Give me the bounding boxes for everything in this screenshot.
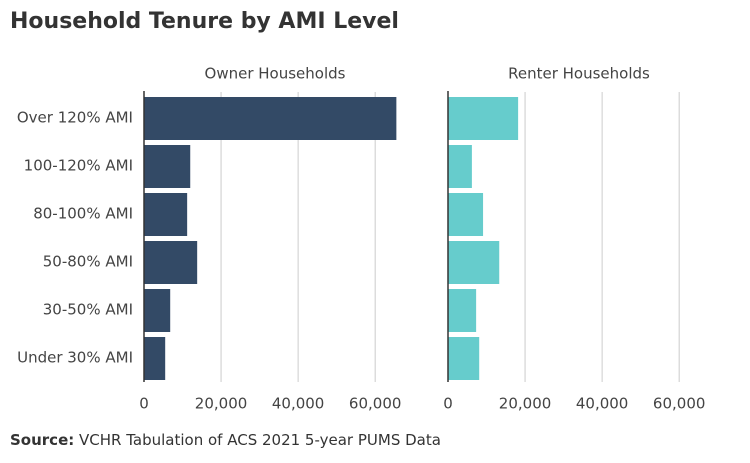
x-tick-label: 20,000 <box>195 395 248 413</box>
bar <box>448 241 500 284</box>
source: Source: VCHR Tabulation of ACS 2021 5-ye… <box>10 431 441 449</box>
bar <box>448 97 519 140</box>
bar <box>448 289 477 332</box>
bar <box>144 289 171 332</box>
panel-title: Renter Households <box>508 65 650 83</box>
source-text: VCHR Tabulation of ACS 2021 5-year PUMS … <box>79 431 441 449</box>
y-tick-label: Under 30% AMI <box>17 349 133 367</box>
chart-title: Household Tenure by AMI Level <box>10 9 399 34</box>
bar <box>448 145 472 188</box>
bar <box>448 193 484 236</box>
x-tick-label: 60,000 <box>349 395 402 413</box>
x-tick-label: 40,000 <box>576 395 629 413</box>
bar <box>144 241 198 284</box>
bar <box>144 193 188 236</box>
source-label: Source: <box>10 431 74 449</box>
panel-title: Owner Households <box>205 65 346 83</box>
x-tick-label: 40,000 <box>272 395 325 413</box>
bar <box>144 337 166 380</box>
y-tick-label: 50-80% AMI <box>43 253 133 271</box>
y-tick-label: 30-50% AMI <box>43 301 133 319</box>
x-tick-label: 60,000 <box>653 395 706 413</box>
x-tick-label: 0 <box>139 395 149 413</box>
y-tick-label: 80-100% AMI <box>33 205 133 223</box>
x-tick-label: 0 <box>443 395 453 413</box>
y-tick-label: 100-120% AMI <box>24 157 133 175</box>
bar <box>144 145 191 188</box>
y-tick-label: Over 120% AMI <box>17 109 133 127</box>
bar <box>144 97 397 140</box>
x-tick-label: 20,000 <box>499 395 552 413</box>
bar <box>448 337 480 380</box>
